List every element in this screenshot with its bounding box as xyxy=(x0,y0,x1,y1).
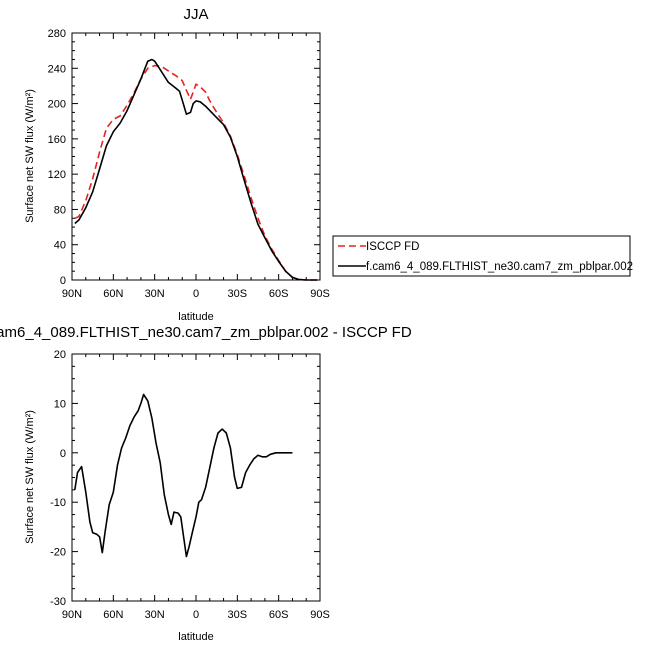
chart-top-ticks: 90N 60N 30N 0 30S 60S 90S 0 40 80 120 160 200 240 280 xyxy=(48,28,330,300)
chart-bottom-y-tick-label-0: -30 xyxy=(50,596,66,608)
chart-top-legend: ISCCP FD f.cam6_4_089.FLTHIST_ne30.cam7_… xyxy=(332,235,633,277)
chart-top-y-axis-label: Surface net SW flux (W/m²) xyxy=(24,89,36,223)
chart-bottom: f.cam6_4_089.FLTHIST_ne30.cam7_zm_pblpar… xyxy=(0,324,412,643)
legend-label-isccp: ISCCP FD xyxy=(366,241,419,253)
chart-top-x-tick-label-6: 90S xyxy=(310,288,330,300)
chart-bottom-x-axis-label: latitude xyxy=(178,631,213,643)
chart-bottom-plot-frame xyxy=(71,353,321,602)
chart-top-title: JJA xyxy=(183,6,208,23)
chart-top-y-tick-label-1: 40 xyxy=(54,240,66,252)
chart-top-y-tick-label-2: 80 xyxy=(54,204,66,216)
chart-top-x-tick-label-3: 0 xyxy=(193,288,199,300)
chart-top-y-tick-label-3: 120 xyxy=(48,169,66,181)
chart-top-series xyxy=(74,58,318,281)
chart-top-x-tick-label-0: 90N xyxy=(62,288,82,300)
chart-bottom-ticks: 90N 60N 30N 0 30S 60S 90S -30 -20 -10 0 10 20 xyxy=(50,349,330,621)
chart-top-plot-frame xyxy=(71,32,321,281)
chart-bottom-series-line-0 xyxy=(74,393,293,558)
chart-top-y-tick-label-0: 0 xyxy=(60,275,66,287)
chart-top-y-tick-label-4: 160 xyxy=(48,134,66,146)
chart-bottom-title: f.cam6_4_089.FLTHIST_ne30.cam7_zm_pblpar… xyxy=(0,324,412,341)
chart-top-y-tick-label-7: 280 xyxy=(48,28,66,40)
chart-top-x-axis-label: latitude xyxy=(178,311,213,323)
chart-bottom-x-tick-label-6: 90S xyxy=(310,609,330,621)
chart-top-series-line-1 xyxy=(74,58,318,281)
chart-top-series-line-0 xyxy=(74,64,318,281)
chart-bottom-y-tick-label-3: 0 xyxy=(60,448,66,460)
chart-bottom-series xyxy=(74,393,293,558)
chart-bottom-y-tick-label-5: 20 xyxy=(54,349,66,361)
chart-top-x-tick-label-2: 30N xyxy=(145,288,165,300)
chart-bottom-x-tick-label-2: 30N xyxy=(145,609,165,621)
legend-label-model: f.cam6_4_089.FLTHIST_ne30.cam7_zm_pblpar… xyxy=(366,261,633,273)
chart-bottom-y-axis-label: Surface net SW flux (W/m²) xyxy=(24,410,36,544)
legend-frame xyxy=(332,235,631,277)
chart-top-y-tick-label-6: 240 xyxy=(48,63,66,75)
chart-bottom-x-tick-label-0: 90N xyxy=(62,609,82,621)
chart-bottom-y-tick-label-1: -20 xyxy=(50,547,66,559)
chart-bottom-x-tick-label-4: 30S xyxy=(228,609,248,621)
chart-top-x-tick-label-1: 60N xyxy=(103,288,123,300)
chart-bottom-x-tick-label-5: 60S xyxy=(269,609,289,621)
chart-bottom-y-tick-label-4: 10 xyxy=(54,398,66,410)
chart-bottom-x-tick-label-1: 60N xyxy=(103,609,123,621)
chart-bottom-x-tick-label-3: 0 xyxy=(193,609,199,621)
chart-top-y-tick-label-5: 200 xyxy=(48,99,66,111)
chart-top: JJA 90N 60N 30N 0 30S 60S 90S 0 40 80 120 160 200 240… xyxy=(24,6,330,323)
chart-bottom-y-tick-label-2: -10 xyxy=(50,497,66,509)
chart-top-x-tick-label-5: 60S xyxy=(269,288,289,300)
chart-top-x-tick-label-4: 30S xyxy=(228,288,248,300)
